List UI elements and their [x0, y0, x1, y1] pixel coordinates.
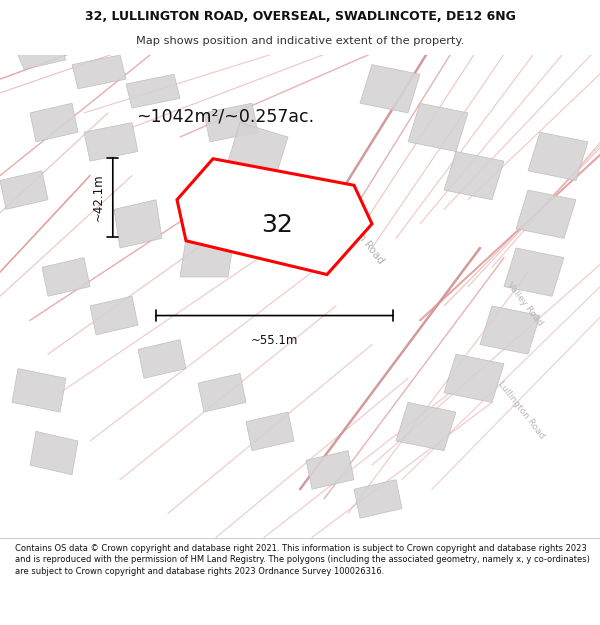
Text: ~42.1m: ~42.1m [91, 174, 104, 221]
Text: Lullington Road: Lullington Road [496, 379, 546, 440]
Polygon shape [516, 190, 576, 238]
Polygon shape [264, 171, 324, 224]
Polygon shape [204, 103, 258, 142]
Text: Contains OS data © Crown copyright and database right 2021. This information is : Contains OS data © Crown copyright and d… [15, 544, 590, 576]
Polygon shape [444, 354, 504, 402]
Polygon shape [42, 258, 90, 296]
Polygon shape [528, 132, 588, 181]
Polygon shape [30, 103, 78, 142]
Text: Map shows position and indicative extent of the property.: Map shows position and indicative extent… [136, 36, 464, 46]
Polygon shape [0, 171, 48, 209]
Polygon shape [12, 369, 66, 412]
Polygon shape [126, 74, 180, 108]
Polygon shape [177, 159, 372, 274]
Polygon shape [18, 46, 66, 69]
Polygon shape [72, 55, 126, 89]
Polygon shape [360, 64, 420, 113]
Polygon shape [138, 339, 186, 378]
Polygon shape [504, 248, 564, 296]
Polygon shape [396, 402, 456, 451]
Polygon shape [306, 451, 354, 489]
Polygon shape [180, 238, 234, 277]
Polygon shape [90, 296, 138, 335]
Text: 32, LULLINGTON ROAD, OVERSEAL, SWADLINCOTE, DE12 6NG: 32, LULLINGTON ROAD, OVERSEAL, SWADLINCO… [85, 10, 515, 23]
Text: ~55.1m: ~55.1m [251, 334, 298, 347]
Text: Valley Road: Valley Road [505, 280, 545, 327]
Polygon shape [228, 122, 288, 176]
Polygon shape [444, 151, 504, 200]
Polygon shape [354, 479, 402, 518]
Polygon shape [198, 374, 246, 412]
Polygon shape [30, 431, 78, 475]
Polygon shape [114, 200, 162, 248]
Text: ~1042m²/~0.257ac.: ~1042m²/~0.257ac. [136, 107, 314, 126]
Polygon shape [408, 103, 468, 151]
Polygon shape [480, 306, 540, 354]
Text: 32: 32 [261, 213, 293, 237]
Text: Lullington Road: Lullington Road [328, 196, 386, 266]
Polygon shape [84, 122, 138, 161]
Polygon shape [246, 412, 294, 451]
